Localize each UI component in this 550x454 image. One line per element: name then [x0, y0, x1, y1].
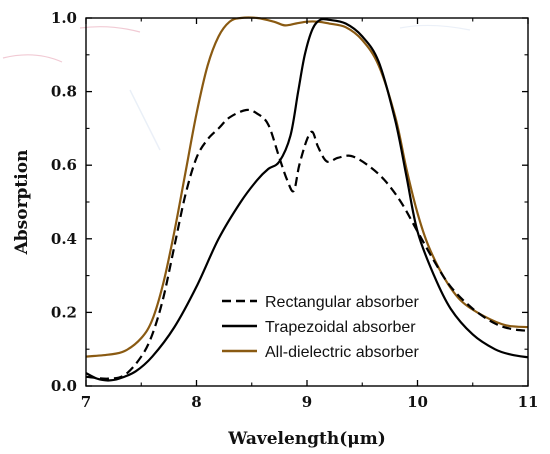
y-tick-label: 1.0 [51, 9, 77, 27]
x-tick-label: 7 [81, 393, 91, 411]
series-line-rectangular-absorber [85, 108, 529, 380]
y-tick-label: 0.8 [51, 83, 77, 101]
series-line-trapezoidal-absorber [85, 17, 529, 382]
x-axis-label: Wavelength(μm) [227, 429, 386, 449]
legend-label-trapezoidal-absorber: Trapezoidal absorber [265, 319, 416, 336]
legend-label-rectangular-absorber: Rectangular absorber [265, 294, 420, 311]
x-tick-label: 9 [302, 393, 312, 411]
y-tick-label: 0.6 [51, 156, 77, 174]
legend-label-all-dielectric-absorber: All-dielectric absorber [265, 344, 420, 361]
x-tick-label: 11 [518, 393, 539, 411]
y-tick-label: 0.0 [51, 377, 77, 395]
y-tick-label: 0.2 [51, 303, 77, 321]
x-tick-label: 8 [191, 393, 201, 411]
y-tick-label: 0.4 [51, 230, 77, 248]
legend: Rectangular absorber Trapezoidal absorber… [222, 294, 420, 361]
axes-layer: 7 8 9 10 11 0.0 0.2 0.4 0.6 0.8 1.0 [51, 9, 539, 411]
series-line-all-dielectric-absorber [85, 16, 529, 358]
x-tick-label: 10 [407, 393, 428, 411]
background-artifacts [2, 24, 471, 151]
series-layer [85, 16, 529, 382]
y-axis-label: Absorption [12, 150, 32, 256]
